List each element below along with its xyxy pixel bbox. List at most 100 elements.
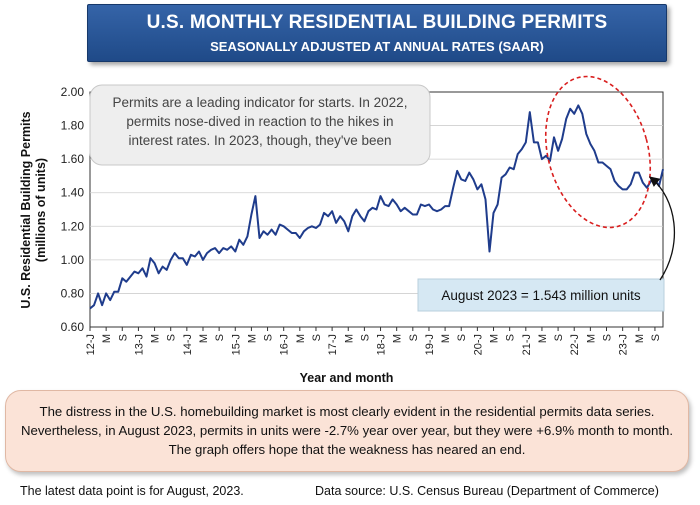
- x-tick-label: 18-J: [376, 334, 388, 355]
- data-point: [142, 267, 144, 269]
- x-tick-label: S: [650, 334, 662, 341]
- x-tick-label: S: [311, 334, 323, 341]
- data-point: [166, 269, 168, 271]
- data-point: [561, 138, 563, 140]
- data-point: [287, 229, 289, 231]
- x-tick-label: S: [408, 334, 420, 341]
- data-point: [283, 225, 285, 227]
- permits-series-line: [89, 104, 664, 310]
- data-point: [602, 162, 604, 164]
- x-tick-label: 17-J: [327, 334, 339, 355]
- footer-data-source: Data source: U.S. Census Bureau (Departm…: [315, 484, 659, 498]
- data-point: [372, 207, 374, 209]
- data-point: [267, 234, 269, 236]
- x-tick-label: S: [214, 334, 226, 341]
- data-point: [436, 210, 438, 212]
- x-tick-label: 12-J: [85, 334, 97, 355]
- data-point: [254, 195, 256, 197]
- data-point: [585, 133, 587, 135]
- chart-title-banner: U.S. MONTHLY RESIDENTIAL BUILDING PERMIT…: [87, 4, 667, 62]
- x-tick-label: M: [246, 334, 258, 343]
- data-point: [622, 188, 624, 190]
- x-tick-label: S: [117, 334, 129, 341]
- data-point: [315, 227, 317, 229]
- data-point: [525, 141, 527, 143]
- data-point: [170, 259, 172, 261]
- y-tick-label: 0.80: [61, 286, 85, 300]
- data-point: [303, 230, 305, 232]
- data-point: [521, 148, 523, 150]
- data-point: [476, 188, 478, 190]
- x-tick-label: 22-J: [569, 334, 581, 355]
- chart-title: U.S. MONTHLY RESIDENTIAL BUILDING PERMIT…: [146, 12, 608, 33]
- data-point: [117, 291, 119, 293]
- data-point: [630, 183, 632, 185]
- data-point: [606, 165, 608, 167]
- data-point: [553, 136, 555, 138]
- data-point: [190, 254, 192, 256]
- data-point: [626, 188, 628, 190]
- data-point: [271, 229, 273, 231]
- data-point: [432, 209, 434, 211]
- data-point: [291, 232, 293, 234]
- data-point: [174, 252, 176, 254]
- data-point: [295, 232, 297, 234]
- data-point: [89, 308, 91, 310]
- x-tick-label: S: [166, 334, 178, 341]
- data-point: [198, 251, 200, 253]
- data-point: [331, 210, 333, 212]
- data-point: [388, 205, 390, 207]
- data-point: [428, 204, 430, 206]
- data-point: [319, 224, 321, 226]
- data-point: [448, 205, 450, 207]
- data-point: [392, 198, 394, 200]
- x-tick-label: M: [489, 334, 501, 343]
- data-point: [485, 198, 487, 200]
- data-point: [662, 168, 664, 170]
- data-point: [367, 210, 369, 212]
- data-point: [202, 259, 204, 261]
- data-point: [581, 113, 583, 115]
- data-point: [133, 271, 135, 273]
- callout-arrow: [648, 176, 676, 281]
- y-tick-label: 1.60: [61, 152, 85, 166]
- data-point: [404, 207, 406, 209]
- x-tick-label: M: [295, 334, 307, 343]
- x-tick-label: S: [505, 334, 517, 341]
- data-point: [222, 247, 224, 249]
- data-point: [472, 178, 474, 180]
- x-tick-label: S: [553, 334, 565, 341]
- data-point: [311, 225, 313, 227]
- data-point: [178, 257, 180, 259]
- data-point: [343, 220, 345, 222]
- note-text-line-1: Permits are a leading indicator for star…: [113, 95, 408, 110]
- data-point: [158, 272, 160, 274]
- data-point: [493, 212, 495, 214]
- data-point: [513, 168, 515, 170]
- data-point: [597, 162, 599, 164]
- data-point: [323, 212, 325, 214]
- data-point: [242, 244, 244, 246]
- data-point: [105, 292, 107, 294]
- data-point: [537, 141, 539, 143]
- data-point: [452, 187, 454, 189]
- data-point: [489, 251, 491, 253]
- data-point: [162, 266, 164, 268]
- data-point: [230, 245, 232, 247]
- y-tick-label: 0.60: [61, 320, 85, 334]
- data-point: [299, 237, 301, 239]
- x-tick-label: S: [602, 334, 614, 341]
- x-tick-label: M: [537, 334, 549, 343]
- data-point: [573, 113, 575, 115]
- x-tick-label: 23-J: [618, 334, 630, 355]
- data-point: [593, 150, 595, 152]
- data-point: [351, 215, 353, 217]
- x-tick-label: M: [101, 334, 113, 343]
- data-point: [464, 180, 466, 182]
- data-point: [505, 173, 507, 175]
- data-point: [275, 234, 277, 236]
- note-text-line-3: interest rates. In 2023, though, they've…: [128, 133, 391, 148]
- data-point: [456, 170, 458, 172]
- x-tick-label: S: [359, 334, 371, 341]
- data-point: [109, 299, 111, 301]
